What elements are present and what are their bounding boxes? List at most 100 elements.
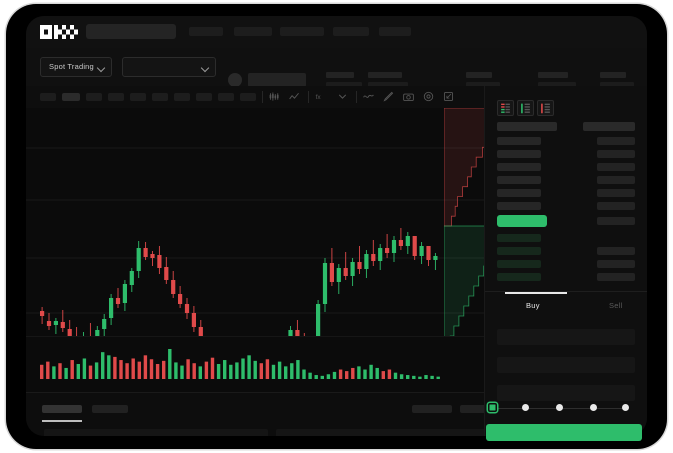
orderbook-col-size: [583, 122, 635, 131]
order-book-panel: Buy Sell: [484, 86, 647, 436]
onboarding-stepper: [38, 16, 183, 28]
toolbar-divider: [308, 91, 309, 103]
trade-form-tabs: Buy Sell: [485, 291, 647, 320]
trade-form-field-1[interactable]: [497, 357, 635, 373]
current-price-row: [497, 215, 547, 227]
primary-cta-button[interactable]: [486, 424, 642, 441]
wave-icon[interactable]: [362, 90, 375, 103]
orderbook-asks-icon[interactable]: [537, 100, 554, 116]
orderbook-ask-row[interactable]: [497, 137, 541, 145]
pair-selector-dropdown[interactable]: [122, 57, 216, 77]
stepper-dot-1[interactable]: [488, 403, 497, 412]
stat-key: [368, 72, 402, 78]
trade-form-field-0[interactable]: [497, 329, 635, 345]
orderbook-bid-row[interactable]: [497, 247, 541, 255]
volume-series: [40, 349, 440, 379]
timeframe-button-6[interactable]: [174, 93, 190, 101]
trade-form-field-2[interactable]: [497, 385, 635, 401]
stat-block-4: [600, 72, 634, 88]
price-chart[interactable]: [26, 108, 484, 371]
bottom-panel-1[interactable]: [276, 429, 500, 436]
bottom-tab-1[interactable]: [92, 405, 128, 413]
stepper-track: [486, 402, 638, 416]
stat-key: [326, 72, 354, 78]
stat-key: [600, 72, 626, 78]
stat-value: [368, 82, 408, 88]
stat-block-0: [326, 72, 362, 88]
timeframe-button-9[interactable]: [240, 93, 256, 101]
buy-tab-underline: [505, 292, 567, 294]
bottom-action-1[interactable]: [460, 405, 496, 413]
line-chart-icon[interactable]: [288, 90, 301, 103]
toolbar-divider: [262, 91, 263, 103]
indicators-icon[interactable]: fx: [314, 90, 327, 103]
stepper-dot-2[interactable]: [522, 404, 529, 411]
timeframe-button-3[interactable]: [108, 93, 124, 101]
timeframe-button-2[interactable]: [86, 93, 102, 101]
orderbook-bid-row[interactable]: [497, 234, 541, 242]
orderbook-ask-size: [597, 163, 635, 171]
stat-key: [538, 72, 568, 78]
orderbook-bids-icon[interactable]: [517, 100, 534, 116]
chevron-down-icon: [96, 63, 106, 73]
orderbook-ask-size: [597, 137, 635, 145]
chevron-down-icon: [200, 63, 210, 73]
stat-value: [538, 82, 576, 88]
orderbook-bid-row[interactable]: [497, 273, 541, 281]
fullscreen-icon[interactable]: [442, 90, 455, 103]
bottom-panel-0[interactable]: [44, 429, 268, 436]
tab-sell[interactable]: Sell: [609, 301, 623, 310]
volume-histogram[interactable]: [26, 336, 484, 393]
market-type-label: Spot Trading: [49, 62, 94, 71]
orderbook-ask-size: [597, 202, 635, 210]
bottom-tab-0[interactable]: [42, 405, 82, 413]
compare-icon[interactable]: [336, 90, 349, 103]
orderbook-both-icon[interactable]: [497, 100, 514, 116]
global-search-input[interactable]: [86, 24, 176, 39]
settings-gear-icon[interactable]: [422, 90, 435, 103]
stat-block-3: [538, 72, 576, 88]
timeframe-button-7[interactable]: [196, 93, 212, 101]
orderbook-ask-size: [597, 189, 635, 197]
orderbook-bid-size: [597, 247, 635, 255]
orderbook-bid-row[interactable]: [497, 260, 541, 268]
timeframe-button-1[interactable]: [62, 93, 80, 101]
stepper-dot-5[interactable]: [622, 404, 629, 411]
active-tab-underline: [42, 420, 82, 422]
candlestick-series: [26, 147, 484, 371]
orderbook-col-price: [497, 122, 557, 131]
stat-value: [466, 82, 500, 88]
pair-header-bar: Spot Trading: [26, 48, 647, 87]
timeframe-button-5[interactable]: [152, 93, 168, 101]
stat-value: [600, 82, 634, 88]
orderbook-bid-size: [597, 260, 635, 268]
bottom-tab-bar: [26, 392, 500, 436]
orderbook-ask-row[interactable]: [497, 150, 541, 158]
tablet-device-frame: Spot Trading: [6, 4, 667, 449]
coin-icon: [228, 73, 242, 87]
nav-item-1[interactable]: [234, 27, 272, 36]
drawing-pencil-icon[interactable]: [382, 90, 395, 103]
nav-item-3[interactable]: [333, 27, 369, 36]
bottom-action-0[interactable]: [412, 405, 452, 413]
tab-buy[interactable]: Buy: [526, 301, 540, 310]
candlestick-chart-icon[interactable]: [268, 90, 281, 103]
nav-item-0[interactable]: [189, 27, 223, 36]
timeframe-button-4[interactable]: [130, 93, 146, 101]
camera-icon[interactable]: [402, 90, 415, 103]
orderbook-ask-row[interactable]: [497, 189, 541, 197]
stepper-dot-4[interactable]: [590, 404, 597, 411]
okx-logo[interactable]: [40, 25, 78, 39]
stepper-dot-3[interactable]: [556, 404, 563, 411]
timeframe-button-0[interactable]: [40, 93, 56, 101]
orderbook-ask-row[interactable]: [497, 176, 541, 184]
nav-item-4[interactable]: [379, 27, 411, 36]
timeframe-button-8[interactable]: [218, 93, 234, 101]
orderbook-ask-row[interactable]: [497, 163, 541, 171]
market-type-selector[interactable]: Spot Trading: [40, 57, 112, 77]
nav-item-2[interactable]: [280, 27, 324, 36]
stat-value: [326, 82, 362, 88]
current-price-size: [597, 217, 635, 225]
orderbook-ask-row[interactable]: [497, 202, 541, 210]
